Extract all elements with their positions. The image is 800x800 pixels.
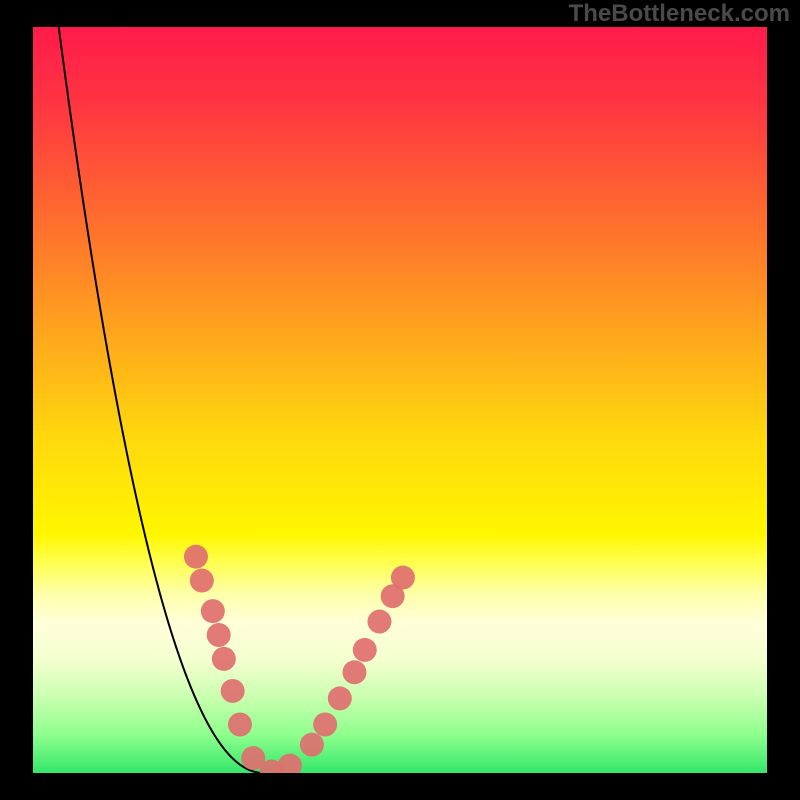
curve-marker	[201, 599, 225, 623]
chart-frame: TheBottleneck.com	[0, 0, 800, 800]
curve-marker	[228, 713, 252, 737]
curve-marker	[342, 660, 366, 684]
curve-marker	[367, 610, 391, 634]
curve-marker	[353, 638, 377, 662]
curve-marker	[328, 686, 352, 710]
curve-marker	[190, 569, 214, 593]
curve-marker	[207, 623, 231, 647]
curve-marker	[221, 679, 245, 703]
curve-marker	[300, 733, 324, 757]
gradient-background	[33, 27, 767, 773]
curve-marker	[313, 713, 337, 737]
plot-area	[33, 27, 767, 773]
curve-marker	[391, 566, 415, 590]
attribution-label: TheBottleneck.com	[569, 0, 790, 28]
chart-svg	[33, 27, 767, 773]
curve-marker	[184, 545, 208, 569]
curve-marker	[212, 647, 236, 671]
